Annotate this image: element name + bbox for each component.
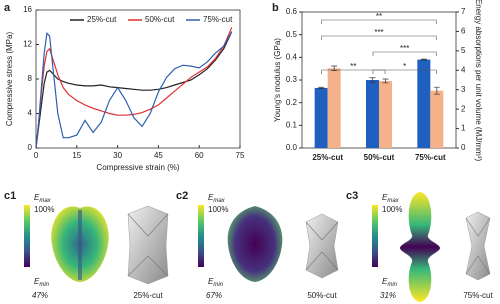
series-line xyxy=(35,31,233,149)
y-tick-label: 4 xyxy=(28,109,33,118)
y-tick-label: 12 xyxy=(23,40,32,49)
panel-c3: c3 Emax 100% Emin 31% 75%-cut xyxy=(346,190,493,302)
x-tick-label: 75%-cut xyxy=(415,153,446,162)
bar xyxy=(417,59,431,148)
bottom-value: 47% xyxy=(32,291,48,300)
error-bar xyxy=(420,58,427,61)
caption: 25%-cut xyxy=(133,291,163,300)
x-tick-label: 45 xyxy=(154,151,163,160)
y2-tick-label: 7 xyxy=(461,7,466,16)
bar xyxy=(327,68,341,148)
x-tick-label: 0 xyxy=(34,151,39,160)
x-tick-label: 75 xyxy=(236,151,245,160)
series-line xyxy=(35,31,233,149)
y-tick-label: 0 xyxy=(28,143,33,152)
emin-label: Emin xyxy=(208,277,224,287)
emin-label: Emin xyxy=(34,277,50,287)
caption: 75%-cut xyxy=(463,291,493,300)
legend-label: 50%-cut xyxy=(145,15,175,24)
structure-edge xyxy=(465,255,491,275)
top-value: 100% xyxy=(34,205,54,214)
panel-label: c2 xyxy=(176,190,188,202)
error-bar xyxy=(433,86,440,95)
colorbar xyxy=(24,205,30,267)
significance-label: *** xyxy=(400,44,409,53)
emax-label: Emax xyxy=(382,193,400,203)
panel-label: b xyxy=(272,2,279,14)
structure-edge xyxy=(305,251,339,271)
y2-axis-title: Energy absorptions per unit volume (MJ/m… xyxy=(474,0,483,161)
panel-label: a xyxy=(4,2,11,14)
colorbar xyxy=(198,205,204,267)
y-tick-label: 0.2 xyxy=(286,98,298,107)
error-bar xyxy=(318,86,325,89)
emax-label: Emax xyxy=(34,193,52,203)
y-tick-label: 0.6 xyxy=(286,7,298,16)
significance-label: * xyxy=(403,62,406,71)
bottom-value: 67% xyxy=(206,291,222,300)
structure-edge xyxy=(305,221,339,241)
legend-label: 25%-cut xyxy=(87,15,117,24)
legend-label: 75%-cut xyxy=(203,15,233,24)
y2-tick-label: 0 xyxy=(461,143,466,152)
error-bar xyxy=(369,77,376,83)
caption: 50%-cut xyxy=(307,291,337,300)
bar xyxy=(430,90,444,148)
bar xyxy=(314,87,328,148)
y2-tick-label: 4 xyxy=(461,65,466,74)
y2-tick-label: 5 xyxy=(461,46,466,55)
x-tick-label: 30 xyxy=(113,151,122,160)
y2-tick-label: 3 xyxy=(461,85,466,94)
significance-bracket xyxy=(372,69,437,74)
structure-edge xyxy=(127,255,169,277)
x-axis-title: Compressive strain (%) xyxy=(96,163,179,172)
y2-tick-label: 1 xyxy=(461,124,466,133)
plot-frame xyxy=(35,9,241,149)
significance-bracket xyxy=(321,19,437,24)
significance-label: ** xyxy=(376,12,382,21)
structure xyxy=(127,205,169,285)
y-axis-title: Compressive stress (MPa) xyxy=(5,32,14,127)
panel-label: c1 xyxy=(4,190,16,202)
modulus-surface xyxy=(227,206,283,282)
bar xyxy=(379,80,392,148)
structure xyxy=(465,211,491,281)
series-line xyxy=(35,27,233,149)
significance-bracket xyxy=(321,35,437,40)
modulus-surface xyxy=(400,192,440,302)
top-value: 100% xyxy=(382,205,402,214)
bottom-value: 31% xyxy=(380,291,396,300)
x-tick-label: 25%-cut xyxy=(312,153,343,162)
y-tick-label: 0.0 xyxy=(286,143,298,152)
y2-tick-label: 6 xyxy=(461,27,466,36)
significance-label: *** xyxy=(374,28,383,37)
significance-label: ** xyxy=(350,62,356,71)
top-value: 100% xyxy=(208,205,228,214)
y-tick-label: 8 xyxy=(28,74,33,83)
x-tick-label: 15 xyxy=(72,151,81,160)
error-bar xyxy=(382,78,389,84)
panel-label: c3 xyxy=(346,190,358,202)
y2-tick-label: 2 xyxy=(461,104,466,113)
panel-c1: c1 Emax 100% Emin 47% 25%-cut xyxy=(4,190,169,300)
panel-c2: c2 Emax 100% Emin 67% 50%-cut xyxy=(176,190,339,300)
significance-bracket xyxy=(372,51,437,56)
y-axis-title: Young's modulus (GPa) xyxy=(273,38,282,122)
significance-bracket xyxy=(321,69,386,74)
structure-edge xyxy=(127,213,169,237)
x-tick-label: 50%-cut xyxy=(364,153,395,162)
y-tick-label: 0.3 xyxy=(286,75,298,84)
structure-edge xyxy=(465,217,491,237)
y-tick-label: 0.5 xyxy=(286,30,298,39)
x-tick-label: 60 xyxy=(195,151,204,160)
y-tick-label: 0.4 xyxy=(286,52,298,61)
structure xyxy=(305,213,339,279)
colorbar xyxy=(372,205,378,267)
bar xyxy=(366,80,379,148)
y-tick-label: 0.1 xyxy=(286,120,298,129)
emax-label: Emax xyxy=(208,193,226,203)
y-tick-label: 16 xyxy=(23,5,32,14)
emin-label: Emin xyxy=(382,277,398,287)
